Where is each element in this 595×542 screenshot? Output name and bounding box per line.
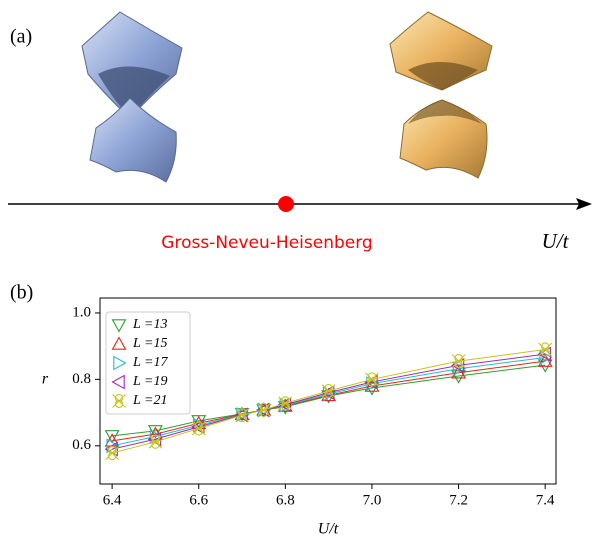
figure: (a) Gross-Neveu-Heisenberg U/t (b) r U/t… [0,0,595,542]
critical-point-label: Gross-Neveu-Heisenberg [161,233,372,253]
y-axis-label: r [42,371,49,388]
axis-label: U/t [542,229,570,253]
legend-label: L =21 [132,393,167,408]
y-tick-label: 0.8 [72,371,91,387]
x-tick-label: 7.0 [363,492,382,508]
legend-label: L =13 [132,317,167,332]
legend-label: L =15 [132,336,167,351]
dirac-cone [82,12,182,182]
marker [257,403,270,416]
legend-label: L =17 [132,355,168,370]
gapped-cone [390,12,492,178]
y-tick-label: 1.0 [72,304,91,320]
x-tick-label: 6.4 [103,492,122,508]
marker [106,447,119,460]
panel-label: (b) [10,282,33,304]
x-tick-label: 6.8 [276,492,295,508]
panel-label: (a) [10,26,32,48]
x-tick-label: 7.2 [449,492,468,508]
x-tick-label: 7.4 [536,492,555,508]
x-axis-label: U/t [318,521,339,538]
x-tick-label: 6.6 [189,492,208,508]
legend-label: L =19 [132,374,167,389]
critical-point [278,196,294,212]
y-tick-label: 0.6 [72,437,91,453]
